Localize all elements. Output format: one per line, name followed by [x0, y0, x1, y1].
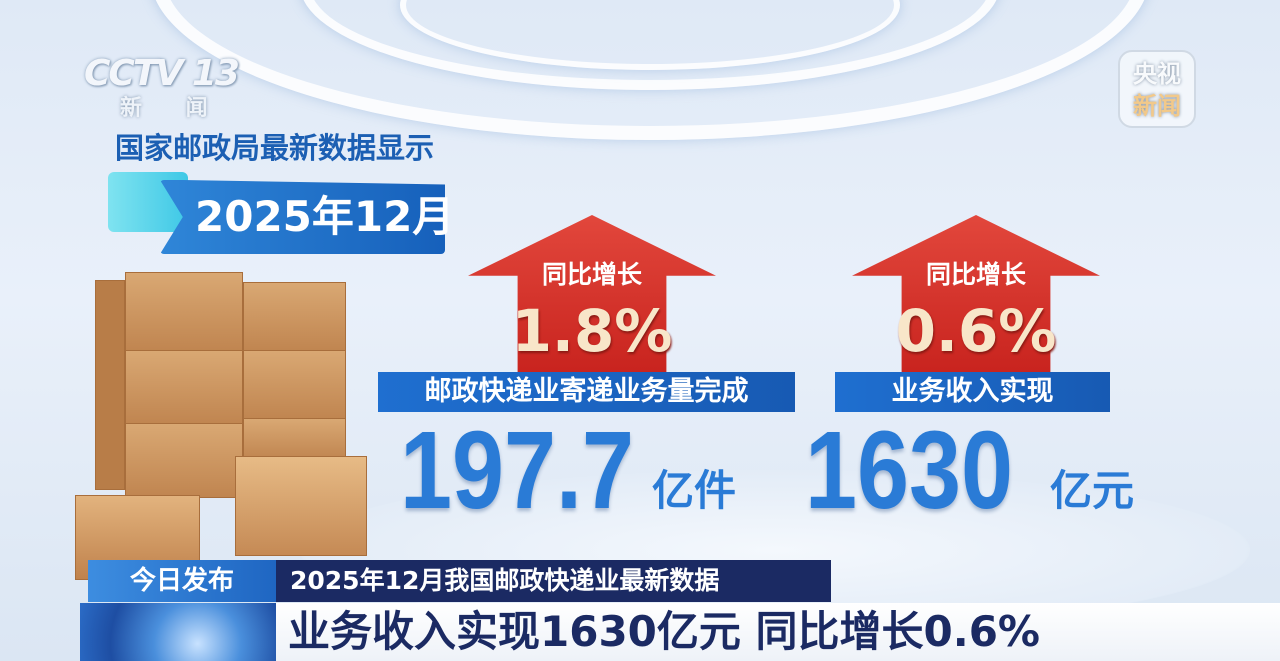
globe-graphic — [80, 603, 276, 661]
stat-label-volume: 邮政快递业寄递业务量完成 — [378, 372, 795, 412]
date-banner — [160, 180, 445, 254]
date-text: 2025年12月 — [195, 192, 455, 241]
cctv13-logo-subtitle: 新 闻 — [120, 96, 226, 121]
lower-third-tag: 今日发布 — [88, 560, 276, 602]
stat-label-revenue: 业务收入实现 — [835, 372, 1110, 412]
growth-value-revenue: 0.6% — [895, 297, 1057, 365]
lower-third-headline: 2025年12月我国邮政快递业最新数据 — [276, 560, 831, 602]
growth-label-volume: 同比增长 — [541, 260, 642, 289]
growth-value-volume: 1.8% — [511, 297, 673, 365]
cctv-news-logo: 央视 新闻 — [1118, 50, 1196, 128]
intro-title: 国家邮政局最新数据显示 — [115, 131, 435, 165]
stat-unit-revenue: 亿元 — [1050, 466, 1135, 515]
stat-unit-volume: 亿件 — [652, 466, 737, 515]
stat-value-volume: 197.7 — [400, 409, 634, 532]
growth-label-revenue: 同比增长 — [925, 260, 1026, 289]
cctv13-logo: CCTV 13 — [84, 53, 240, 94]
lower-third-caption: 业务收入实现1630亿元 同比增长0.6% — [276, 603, 1280, 661]
stat-value-revenue: 1630 — [805, 409, 1014, 532]
